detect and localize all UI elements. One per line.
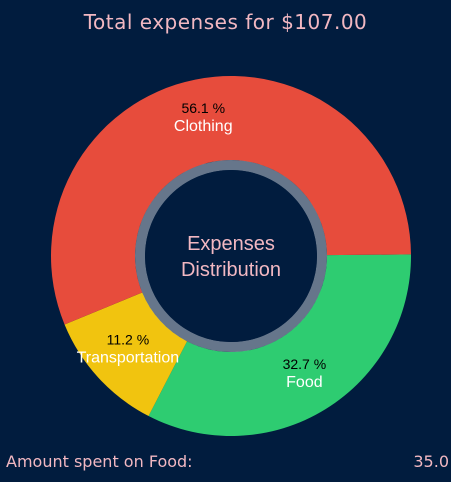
slice-name-label-food: Food [286,374,322,391]
page-title: Total expenses for $107.00 [83,10,368,34]
center-label-line: Distribution [181,259,281,281]
slice-food[interactable] [148,254,412,436]
donut-hole-ring [135,160,327,352]
slice-percent-label-transportation: 11.2 % [107,332,150,348]
slice-percent-label-food: 32.7 % [283,356,327,372]
slice-transportation[interactable] [64,292,188,417]
selected-slice-label: Amount spent on Food: [6,452,193,471]
slice-clothing[interactable] [50,76,411,325]
center-label-line: Expenses [187,233,275,255]
slice-percent-label-clothing: 56.1 % [181,100,225,116]
slice-name-label-transportation: Transportation [77,350,180,367]
slice-name-label-clothing: Clothing [174,118,233,135]
selected-slice-value: 35.0 [413,452,449,471]
donut-hole [145,170,317,342]
